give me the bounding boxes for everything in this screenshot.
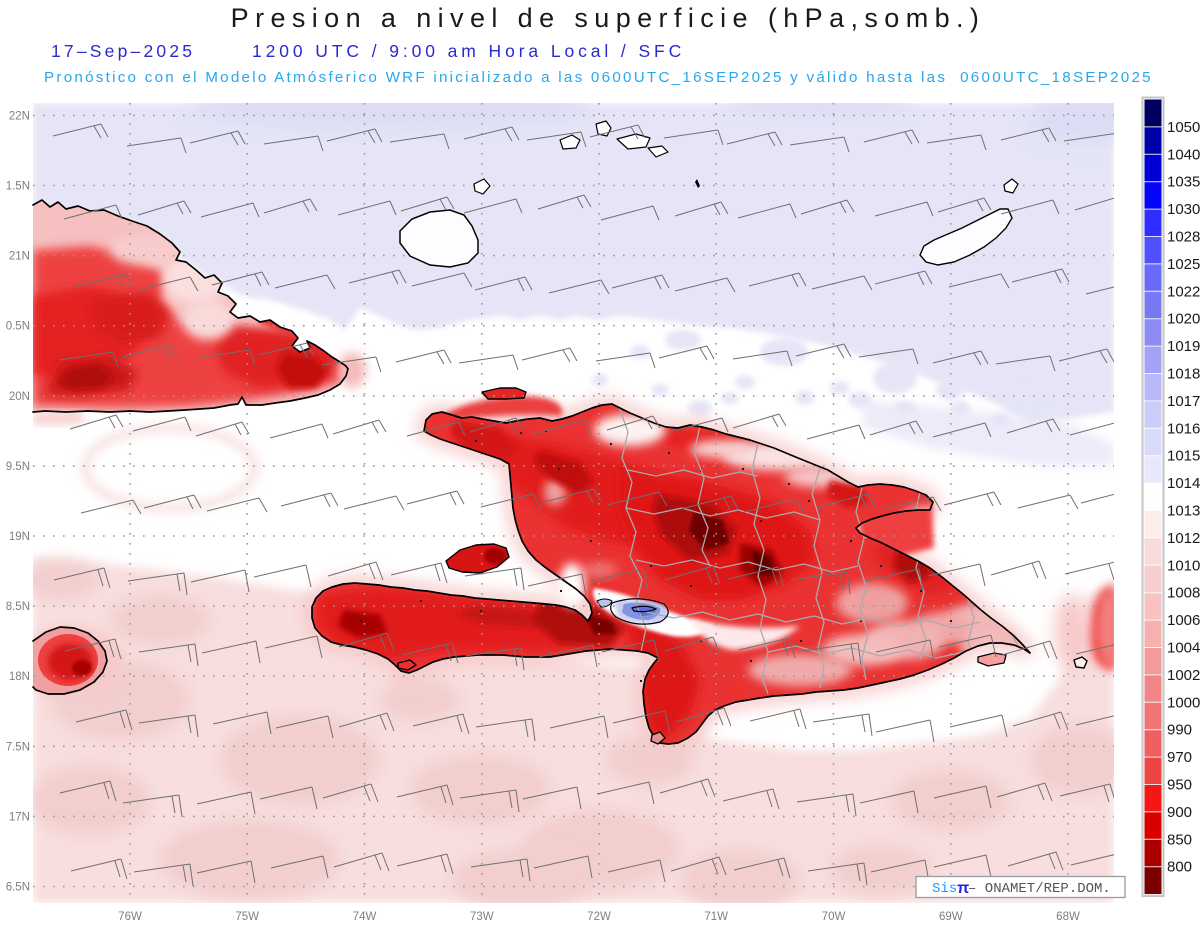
svg-text:20N: 20N — [9, 391, 30, 403]
svg-text:1008: 1008 — [1167, 585, 1200, 602]
svg-text:18N: 18N — [9, 671, 30, 683]
svg-text:1002: 1002 — [1167, 667, 1200, 684]
svg-text:69W: 69W — [939, 911, 963, 923]
svg-text:70W: 70W — [822, 911, 846, 923]
svg-text:1022: 1022 — [1167, 283, 1200, 300]
svg-text:19N: 19N — [9, 531, 30, 543]
svg-text:1012: 1012 — [1167, 530, 1200, 547]
svg-text:22N: 22N — [9, 110, 30, 122]
svg-text:1016: 1016 — [1167, 420, 1200, 437]
svg-text:850: 850 — [1167, 831, 1192, 848]
svg-text:1035: 1035 — [1167, 174, 1200, 191]
svg-text:1006: 1006 — [1167, 612, 1200, 629]
svg-text:1030: 1030 — [1167, 201, 1200, 218]
svg-text:72W: 72W — [587, 911, 611, 923]
svg-text:1200 UTC / 9:00 am Hora Local: 1200 UTC / 9:00 am Hora Local / SFC — [252, 41, 685, 61]
svg-text:1018: 1018 — [1167, 366, 1200, 383]
svg-text:1028: 1028 — [1167, 229, 1200, 246]
svg-text:1013: 1013 — [1167, 503, 1200, 520]
svg-text:73W: 73W — [470, 911, 494, 923]
svg-text:74W: 74W — [353, 911, 377, 923]
svg-text:Presion a nivel de superficie: Presion a nivel de superficie (hPa,somb.… — [231, 3, 986, 33]
svg-text:800: 800 — [1167, 859, 1192, 876]
svg-text:7.5N: 7.5N — [6, 741, 30, 753]
svg-text:71W: 71W — [704, 911, 728, 923]
svg-text:75W: 75W — [235, 911, 259, 923]
svg-text:1.5N: 1.5N — [6, 181, 30, 193]
svg-text:990: 990 — [1167, 722, 1192, 739]
svg-text:π: π — [957, 880, 969, 897]
svg-text:6.5N: 6.5N — [6, 882, 30, 894]
svg-text:900: 900 — [1167, 804, 1192, 821]
svg-text:– ONAMET/REP.DOM.: – ONAMET/REP.DOM. — [968, 881, 1111, 897]
svg-text:21N: 21N — [9, 251, 30, 263]
svg-text:1017: 1017 — [1167, 393, 1200, 410]
svg-text:8.5N: 8.5N — [6, 601, 30, 613]
svg-text:Sis: Sis — [932, 881, 957, 897]
svg-text:1050: 1050 — [1167, 119, 1200, 136]
svg-text:9.5N: 9.5N — [6, 461, 30, 473]
svg-text:Pronóstico con el Modelo Atmós: Pronóstico con el Modelo Atmósferico WRF… — [44, 69, 1153, 86]
svg-text:68W: 68W — [1056, 911, 1080, 923]
svg-text:1014: 1014 — [1167, 475, 1200, 492]
svg-text:17N: 17N — [9, 811, 30, 823]
svg-text:1025: 1025 — [1167, 256, 1200, 273]
svg-text:1000: 1000 — [1167, 694, 1200, 711]
svg-text:1019: 1019 — [1167, 338, 1200, 355]
svg-text:1010: 1010 — [1167, 557, 1200, 574]
svg-text:17–Sep–2025: 17–Sep–2025 — [51, 41, 195, 61]
svg-text:1015: 1015 — [1167, 448, 1200, 465]
svg-text:0.5N: 0.5N — [6, 321, 30, 333]
svg-text:1020: 1020 — [1167, 311, 1200, 328]
svg-text:950: 950 — [1167, 777, 1192, 794]
svg-text:1004: 1004 — [1167, 640, 1200, 657]
svg-text:1040: 1040 — [1167, 146, 1200, 163]
svg-text:76W: 76W — [118, 911, 142, 923]
svg-text:970: 970 — [1167, 749, 1192, 766]
